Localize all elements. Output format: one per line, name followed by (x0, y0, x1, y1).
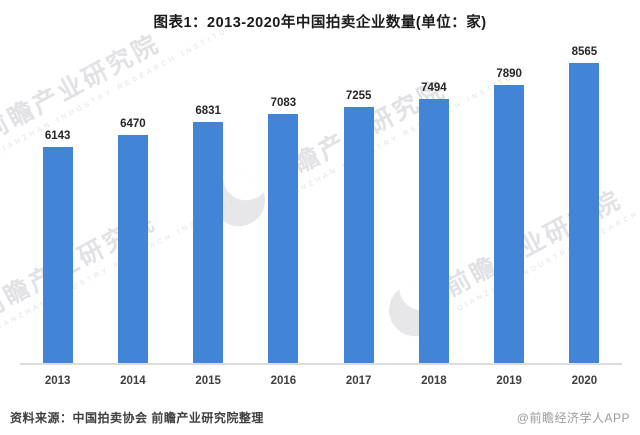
bar (42, 147, 73, 363)
x-tick-label: 2017 (345, 375, 372, 387)
bar (117, 135, 148, 363)
bar (193, 122, 224, 363)
bar (268, 114, 299, 363)
bar-column: 7255 2017 (321, 46, 396, 387)
bar-column: 6470 2014 (95, 46, 170, 387)
bar-value-label: 7255 (345, 90, 372, 102)
bar-value-label: 6143 (44, 130, 71, 142)
bar-value-label: 6831 (195, 105, 221, 117)
credit-note: @前瞻经济学人APP (516, 411, 630, 425)
bar-column: 7890 2019 (472, 46, 547, 387)
x-tick-label: 2020 (571, 375, 598, 387)
bar-value-label: 7083 (270, 97, 297, 109)
bar (569, 63, 600, 363)
x-tick-label: 2016 (270, 375, 297, 387)
x-tick-label: 2013 (44, 375, 71, 387)
bar-value-label: 6470 (120, 118, 146, 130)
bar-value-label: 7494 (421, 82, 447, 94)
x-tick-label: 2019 (496, 375, 522, 387)
bar-value-label: 8565 (571, 46, 598, 58)
footer: 资料来源：中国拍卖协会 前瞻产业研究院整理 @前瞻经济学人APP (10, 409, 630, 426)
bar (418, 99, 449, 363)
bar (343, 107, 374, 363)
bar-column: 7083 2016 (246, 46, 321, 387)
x-tick-label: 2018 (421, 375, 447, 387)
chart-title: 图表1：2013-2020年中国拍卖企业数量(单位：家) (153, 15, 487, 31)
bar-column: 6831 2015 (171, 46, 246, 387)
bar-chart: 6143 2013 6470 2014 6831 2015 7083 2016 … (20, 46, 622, 387)
bar-column: 8565 2020 (547, 46, 622, 387)
bar (494, 85, 525, 363)
x-tick-label: 2014 (120, 375, 146, 387)
x-tick-label: 2015 (195, 375, 221, 387)
bar-value-label: 7890 (496, 68, 522, 80)
bar-column: 6143 2013 (20, 46, 95, 387)
source-note: 资料来源：中国拍卖协会 前瞻产业研究院整理 (10, 411, 264, 425)
bar-column: 7494 2018 (396, 46, 471, 387)
